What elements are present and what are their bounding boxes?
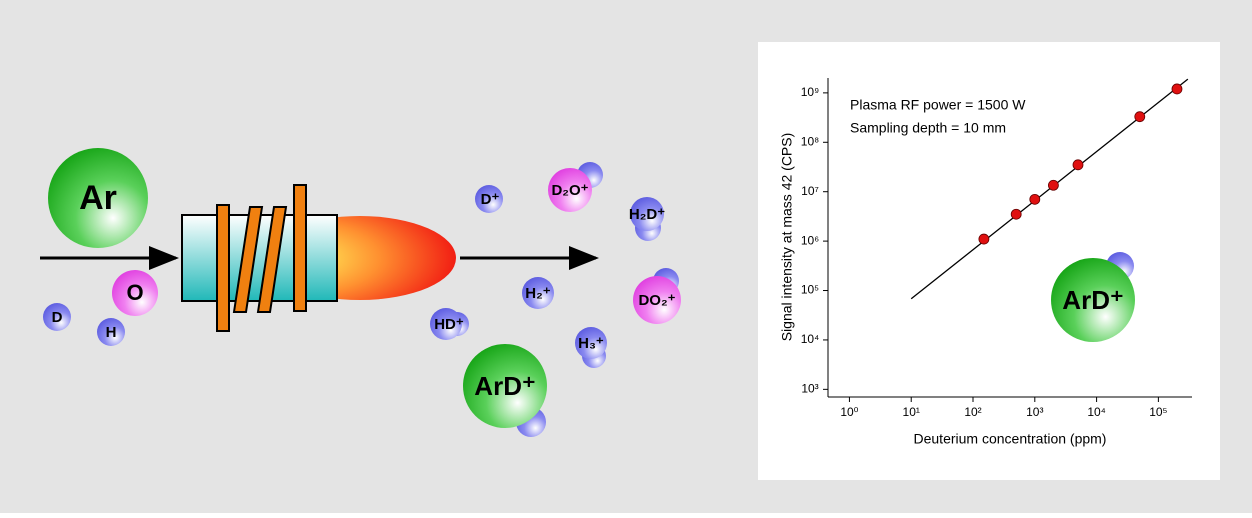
y-tick-label: 10⁹ [801, 85, 820, 99]
x-tick-label: 10⁰ [840, 405, 858, 419]
species-label: H₂⁺ [525, 285, 550, 302]
x-tick-label: 10² [964, 405, 981, 419]
y-axis-label: Signal intensity at mass 42 (CPS) [779, 133, 795, 342]
annotation: Plasma RF power = 1500 W [850, 97, 1026, 113]
y-tick-label: 10⁴ [801, 332, 820, 346]
y-tick-label: 10³ [801, 382, 818, 396]
data-point [979, 234, 989, 244]
species-label: DO₂⁺ [638, 292, 675, 309]
y-tick-label: 10⁷ [801, 184, 819, 198]
x-tick-label: 10¹ [903, 405, 920, 419]
data-point [1048, 180, 1058, 190]
species-label: O [126, 280, 143, 305]
species-label: H [106, 324, 117, 341]
species-label: Ar [79, 179, 117, 217]
y-tick-label: 10⁸ [801, 134, 819, 148]
species-label: ArD⁺ [474, 371, 535, 401]
species-label: D⁺ [481, 191, 500, 208]
x-tick-label: 10⁵ [1149, 405, 1167, 419]
x-tick-label: 10⁴ [1087, 405, 1106, 419]
species-label: H₃⁺ [578, 335, 604, 352]
species-label: H₂D⁺ [629, 206, 665, 223]
inset-label: ArD⁺ [1062, 285, 1123, 315]
page: Ar O D H D⁺ D₂O⁺ H₂D⁺ H₂⁺ DO₂⁺ HD⁺ H₃⁺ A… [0, 0, 1252, 513]
data-point [1011, 209, 1021, 219]
data-point [1172, 84, 1182, 94]
data-point [1135, 112, 1145, 122]
x-axis-label: Deuterium concentration (ppm) [914, 431, 1107, 447]
x-tick-label: 10³ [1026, 405, 1043, 419]
annotation: Sampling depth = 10 mm [850, 120, 1006, 136]
y-tick-label: 10⁶ [801, 233, 819, 247]
species-label: D₂O⁺ [551, 182, 588, 199]
y-tick-label: 10⁵ [801, 283, 819, 297]
species-label: D [52, 309, 63, 326]
species-label: HD⁺ [434, 316, 464, 333]
data-point [1030, 194, 1040, 204]
data-point [1073, 160, 1083, 170]
